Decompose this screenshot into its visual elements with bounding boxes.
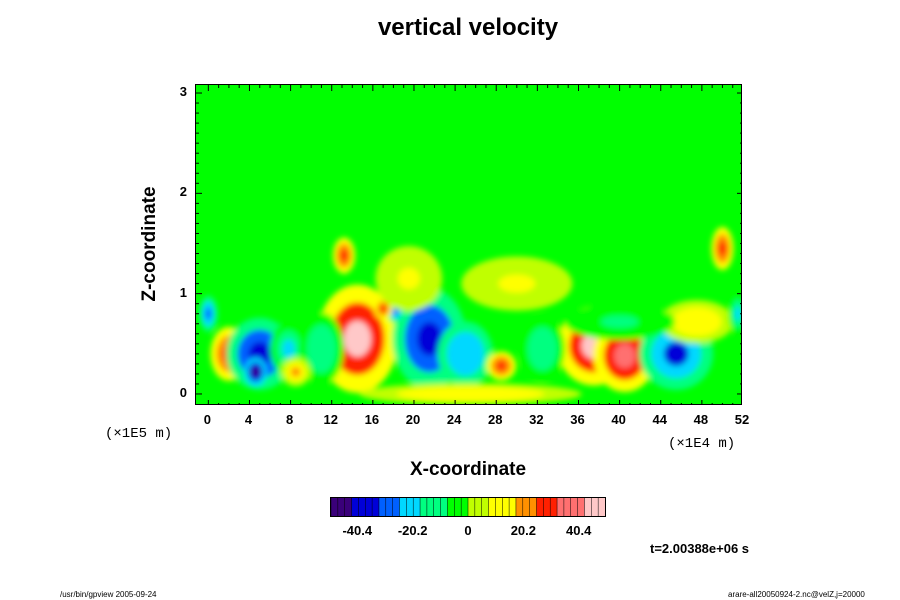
colorbar-segment <box>413 498 421 516</box>
field-feature-11-level-2 <box>314 336 329 361</box>
colorbar-segment <box>344 498 353 516</box>
colorbar-segment <box>536 498 544 516</box>
colorbar-segment <box>550 498 558 516</box>
colorbar-tick-label: 0 <box>464 523 472 538</box>
x-tick-label: 36 <box>570 412 585 427</box>
colorbar-segment <box>337 498 346 516</box>
x-axis-label: X-coordinate <box>409 459 527 480</box>
colorbar-segment <box>351 498 359 516</box>
field-feature-18-level-2 <box>718 241 727 256</box>
colorbar-gradient <box>330 498 606 516</box>
colorbar-segment <box>502 498 510 516</box>
colorbar-tick-label: -20.2 <box>397 523 428 538</box>
field-feature-13-level-2 <box>340 249 348 262</box>
colorbar-tick-label: -40.4 <box>342 523 373 538</box>
field-feature-2-level-2 <box>614 343 636 368</box>
field-feature-17-level-2 <box>290 367 301 377</box>
colorbar-segment <box>378 498 387 516</box>
colorbar-segment <box>563 498 572 516</box>
x-tick-label: 0 <box>203 412 211 427</box>
field-feature-9-level-2 <box>663 341 689 366</box>
x-tick-label: 28 <box>487 412 503 427</box>
field-feature-14-level-2 <box>392 308 399 316</box>
colorbar-segment <box>557 498 565 516</box>
colorbar-segment <box>399 498 407 516</box>
x-tick-label: 8 <box>285 412 294 427</box>
y-scale-label: (×1E5 m) <box>105 426 173 442</box>
y-tick-label: 3 <box>179 84 187 100</box>
colorbar-segment <box>358 498 366 516</box>
x-tick-label: 20 <box>405 412 421 427</box>
colorbar-segment <box>454 498 462 516</box>
colorbar-segment <box>406 498 414 516</box>
colorbar-segment <box>598 498 606 516</box>
colorbar-segment <box>591 498 599 516</box>
field-feature-16-level-2 <box>496 361 507 371</box>
colorbar-segment <box>420 498 428 516</box>
y-tick-label: 1 <box>179 284 187 300</box>
colorbar-segment <box>509 498 517 516</box>
field-feature-5-level-2 <box>251 367 260 377</box>
colorbar-tick-label: 20.2 <box>510 523 536 538</box>
colorbar-segment <box>447 498 455 516</box>
colorbar-segment <box>474 498 483 516</box>
field-feature-6-level-2 <box>282 339 295 358</box>
colorbar-segment <box>331 498 339 516</box>
x-tick-label: 52 <box>734 412 750 427</box>
colorbar-segment <box>426 498 435 516</box>
colorbar-segment <box>440 498 448 516</box>
x-scale-label: (×1E4 m) <box>668 436 736 452</box>
colorbar-segment <box>495 498 503 516</box>
time-label: t=2.00388e+06 s <box>650 541 750 556</box>
colorbar-segment <box>570 498 579 516</box>
colorbar-segment <box>372 498 380 516</box>
chart-title: vertical velocity <box>377 14 559 41</box>
colorbar-segment <box>385 498 394 516</box>
footer-left: /usr/bin/gpview 2005-09-24 <box>60 590 157 599</box>
x-tick-label: 16 <box>364 412 380 427</box>
field-feature-24-level-2 <box>433 390 508 398</box>
colorbar <box>330 497 606 517</box>
colorbar-segment <box>433 498 442 516</box>
y-tick-label: 2 <box>179 184 187 200</box>
colorbar-segment <box>543 498 551 516</box>
field-feature-10-level-2 <box>535 337 550 360</box>
field-feature-7-level-2 <box>417 321 442 356</box>
plot-area <box>195 84 742 405</box>
field-feature-19-level-2 <box>498 274 536 293</box>
x-tick-label: 40 <box>611 412 626 427</box>
colorbar-segment <box>577 498 585 516</box>
colorbar-segment <box>392 498 400 516</box>
colorbar-segment <box>481 498 490 516</box>
y-tick-label: 0 <box>179 384 187 400</box>
colorbar-segment <box>584 498 592 516</box>
field-feature-15-level-2 <box>380 305 387 313</box>
footer-right: arare-all20050924-2.nc@velZ,j=20000 <box>728 590 865 599</box>
colorbar-segment <box>529 498 537 516</box>
colorbar-segment <box>468 498 476 516</box>
velocity-field <box>196 85 741 404</box>
colorbar-segment <box>365 498 373 516</box>
field-feature-22-level-2 <box>601 315 639 328</box>
colorbar-segment <box>488 498 496 516</box>
colorbar-segment <box>522 498 531 516</box>
field-feature-23-level-2 <box>734 306 741 321</box>
field-feature-20-level-2 <box>684 314 710 329</box>
field-feature-0-level-2 <box>343 320 371 357</box>
colorbar-tick-label: 40.4 <box>566 523 592 538</box>
x-tick-label: 4 <box>244 412 253 427</box>
field-feature-21-level-2 <box>397 267 420 290</box>
field-feature-12-level-2 <box>205 307 212 320</box>
field-feature-8-level-2 <box>456 343 475 365</box>
x-tick-label: 44 <box>652 412 667 427</box>
x-tick-label: 24 <box>446 412 462 427</box>
colorbar-segment <box>515 498 524 516</box>
colorbar-segment <box>461 498 469 516</box>
x-tick-label: 48 <box>693 412 709 427</box>
y-axis-label: Z-coordinate <box>139 186 160 302</box>
x-tick-label: 32 <box>529 412 544 427</box>
x-tick-label: 12 <box>323 412 338 427</box>
